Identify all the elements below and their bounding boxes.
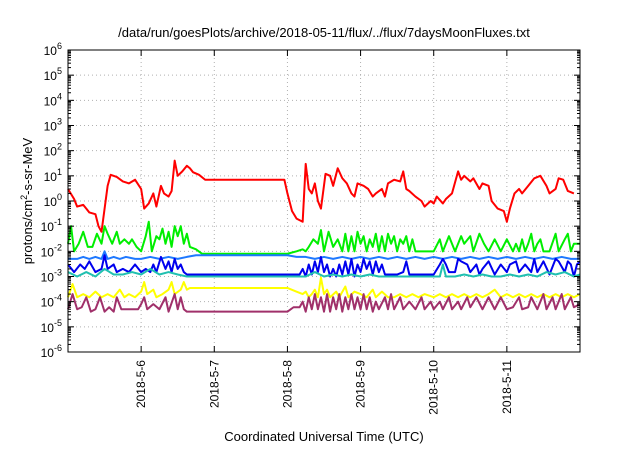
series-line-5 bbox=[67, 263, 581, 278]
y-tick-label-base: 10 bbox=[41, 321, 55, 335]
y-tick-label-exponent: 0 bbox=[57, 192, 62, 202]
y-tick-label-base: 10 bbox=[44, 69, 58, 83]
y-tick-label-exponent: 6 bbox=[57, 41, 62, 51]
y-axis-label-rest: -s-sr-MeV bbox=[20, 137, 35, 194]
y-tick-label-exponent: 5 bbox=[57, 66, 62, 76]
x-tick-label: 2018-5-6 bbox=[134, 360, 148, 408]
x-tick-label: 2018-5-9 bbox=[354, 360, 368, 408]
y-axis: 10-610-510-410-310-210-11001011021031041… bbox=[41, 41, 580, 360]
y-tick-label-base: 10 bbox=[41, 346, 55, 360]
series-line-1 bbox=[67, 159, 575, 233]
y-tick-label-exponent: -2 bbox=[54, 242, 62, 252]
y-tick-label: 10-4 bbox=[41, 293, 62, 310]
x-axis: 2018-5-6 2018-5-7 2018-5-8 2018-5-9 2018-5-1… bbox=[134, 50, 514, 415]
y-tick-label: 104 bbox=[44, 91, 62, 108]
y-tick-label: 105 bbox=[44, 66, 62, 83]
series-layer bbox=[67, 159, 581, 313]
y-tick-label-exponent: 2 bbox=[57, 142, 62, 152]
y-tick-label-exponent: -4 bbox=[54, 293, 62, 303]
series-line-3 bbox=[68, 250, 580, 260]
y-tick-label: 100 bbox=[44, 192, 62, 209]
y-tick-label: 10-1 bbox=[41, 217, 62, 234]
y-tick-label-base: 10 bbox=[44, 94, 58, 108]
y-tick-label-exponent: -5 bbox=[54, 318, 62, 328]
y-axis-label: protons/cm2-s-sr-MeV bbox=[19, 137, 35, 264]
y-tick-label: 10-5 bbox=[41, 318, 62, 335]
y-tick-label-exponent: -6 bbox=[54, 343, 62, 353]
x-tick-label: 2018-5-7 bbox=[207, 360, 221, 408]
y-axis-label-superscript: 2 bbox=[19, 195, 29, 200]
y-tick-label-base: 10 bbox=[44, 145, 58, 159]
y-tick-label: 10-3 bbox=[41, 268, 62, 285]
y-tick-label-base: 10 bbox=[44, 120, 58, 134]
y-tick-label: 103 bbox=[44, 117, 62, 134]
x-tick-label: 2018-5-10 bbox=[427, 360, 441, 415]
y-tick-label-base: 10 bbox=[41, 271, 55, 285]
series-line-4 bbox=[67, 254, 581, 278]
y-tick-label-base: 10 bbox=[44, 195, 58, 209]
y-tick-label: 10-2 bbox=[41, 242, 62, 259]
y-tick-label-exponent: -1 bbox=[54, 217, 62, 227]
y-tick-label-base: 10 bbox=[41, 220, 55, 234]
y-tick-label-base: 10 bbox=[44, 170, 58, 184]
y-tick-label-base: 10 bbox=[41, 296, 55, 310]
series-line-6 bbox=[67, 276, 581, 299]
x-tick-label: 2018-5-11 bbox=[500, 360, 514, 414]
series-line-7 bbox=[67, 293, 581, 313]
x-tick-label: 2018-5-8 bbox=[280, 360, 294, 408]
y-axis-label-main: protons/cm bbox=[20, 200, 35, 264]
series-line-2 bbox=[67, 220, 580, 255]
y-tick-label-base: 10 bbox=[41, 245, 55, 259]
chart-title: /data/run/goesPlots/archive/2018-05-11/f… bbox=[118, 25, 530, 40]
y-tick-label-exponent: 1 bbox=[57, 167, 62, 177]
y-tick-label: 102 bbox=[44, 142, 62, 159]
y-tick-label-exponent: 4 bbox=[57, 91, 62, 101]
y-tick-label-exponent: 3 bbox=[57, 117, 62, 127]
y-tick-label: 101 bbox=[44, 167, 62, 184]
y-tick-label-exponent: -3 bbox=[54, 268, 62, 278]
y-tick-label: 106 bbox=[44, 41, 62, 58]
y-tick-label-base: 10 bbox=[44, 44, 58, 58]
y-tick-label: 10-6 bbox=[41, 343, 62, 360]
x-axis-label: Coordinated Universal Time (UTC) bbox=[224, 429, 423, 444]
